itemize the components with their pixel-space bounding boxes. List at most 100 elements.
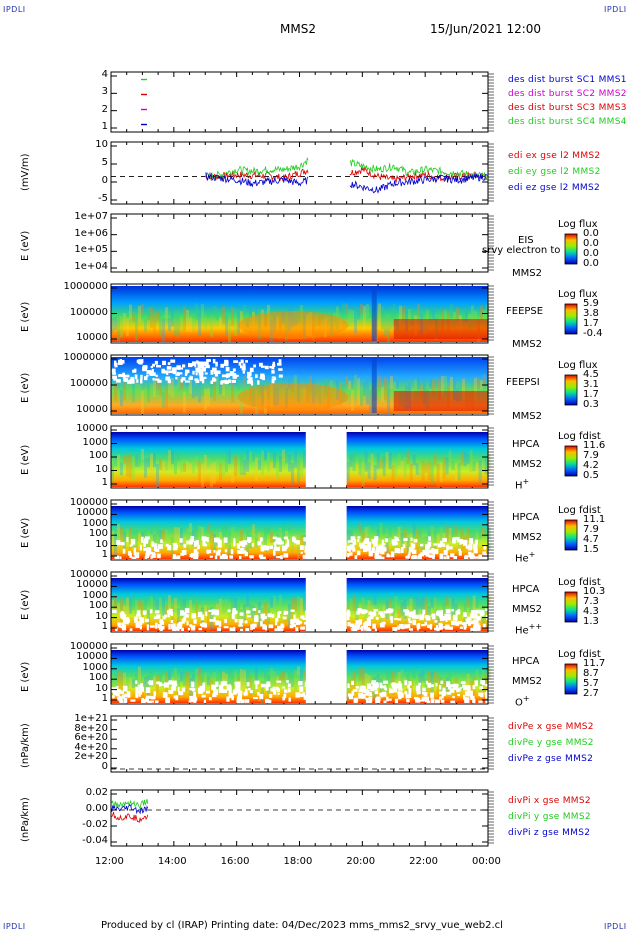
hpca_he-ytick-label: 10 bbox=[95, 538, 108, 550]
hpca_o-spectrogram-texture bbox=[355, 681, 359, 703]
hpca_o-data-gap bbox=[376, 696, 381, 702]
hpca_h-spectrogram-texture bbox=[123, 454, 126, 464]
hpca_h-spectrogram-texture bbox=[153, 453, 156, 467]
feepsi-spectrogram-texture bbox=[360, 389, 363, 407]
hpca_he-data-gap bbox=[143, 541, 146, 547]
hpca_o-side-label: HPCA bbox=[512, 656, 540, 667]
hpca_he2-data-gap bbox=[274, 628, 278, 633]
hpca_o-data-gap bbox=[237, 694, 243, 700]
feepse-spectrogram-texture bbox=[165, 307, 168, 319]
hpca_he-data-gap bbox=[283, 536, 288, 540]
hpca_he-data-gap bbox=[473, 549, 478, 554]
hpca_he-spectrogram-texture bbox=[234, 531, 237, 543]
hpca_he-data-gap bbox=[450, 553, 455, 558]
divpi-frame bbox=[110, 789, 489, 847]
hpca_o-data-gap bbox=[463, 684, 468, 691]
hpca_h-ytick-label: 10 bbox=[95, 463, 108, 475]
hpca_he2-spectrogram-texture bbox=[129, 597, 132, 614]
hpca_o-data-gap bbox=[351, 680, 354, 685]
hpca_o-data-gap bbox=[379, 692, 383, 696]
hpca_h-spectrogram-texture bbox=[276, 465, 279, 479]
hpca_he-data-gap bbox=[352, 541, 355, 546]
hpca_h-spectrogram-texture bbox=[430, 461, 434, 485]
hpca_he2-data-gap bbox=[355, 620, 361, 627]
hpca_o-data-gap bbox=[470, 695, 475, 700]
hpca_he2-data-gap bbox=[459, 626, 464, 629]
hpca_he2-ytick-label: 10000 bbox=[76, 579, 108, 591]
hpca_h-spectrogram-texture bbox=[156, 463, 159, 487]
feepsi-spectrogram-texture bbox=[141, 390, 144, 414]
hpca_he2-data-gap bbox=[363, 626, 369, 631]
feepsi-spectrogram-texture bbox=[429, 379, 432, 389]
hpca_o-spectrogram-texture bbox=[222, 671, 225, 686]
hpca_he2-data-gap bbox=[463, 622, 466, 627]
hpca_he-data-gap bbox=[217, 542, 222, 548]
feepse-spectrogram-texture bbox=[465, 311, 468, 322]
divpi-series-1 bbox=[110, 798, 149, 811]
feepse-spectrogram-texture bbox=[480, 305, 483, 321]
feepsi-data-gap bbox=[155, 374, 158, 377]
hpca_h-ytick-label: 1 bbox=[101, 477, 108, 488]
hpca_he2-data-gap bbox=[142, 612, 146, 615]
hpca_o-colorbar-title: Log fdist bbox=[558, 649, 601, 660]
hpca_he-spectrogram-texture bbox=[129, 526, 132, 550]
feepsi-data-gap bbox=[205, 364, 210, 369]
hpca_o-data-gap bbox=[413, 696, 419, 700]
hpca_o-data-gap bbox=[371, 682, 375, 685]
hpca_he2-data-gap bbox=[209, 618, 214, 622]
hpca_he-data-gap bbox=[468, 544, 473, 549]
divpe-legend-entry: divPe y gse MMS2 bbox=[508, 738, 594, 748]
hpca_he-data-gap bbox=[190, 536, 195, 542]
hpca_h-spectrogram-texture bbox=[201, 463, 204, 487]
hpca_h-spectrogram-texture bbox=[439, 462, 443, 483]
hpca_he-spectrogram-texture bbox=[270, 532, 273, 544]
hpca_o-spectrogram-texture bbox=[367, 674, 371, 687]
feepse-spectrogram-texture bbox=[204, 317, 207, 330]
hpca_he-data-gap bbox=[380, 556, 385, 562]
hpca_h-spectrogram-texture bbox=[111, 463, 114, 486]
hpca_o-data-gap bbox=[439, 691, 443, 695]
hpca_he-data-gap bbox=[382, 543, 386, 546]
hpca_he-spectrogram-texture bbox=[367, 526, 371, 539]
feepsi-data-gap bbox=[232, 368, 236, 372]
hpca_he-data-gap bbox=[202, 543, 208, 547]
hpca_he2-spectrogram-texture bbox=[270, 597, 273, 608]
hpca_he-data-gap bbox=[217, 549, 222, 552]
hpca_o-data-gap bbox=[120, 690, 124, 695]
feepsi-spectrogram-texture bbox=[138, 384, 141, 400]
feepsi-data-gap bbox=[170, 359, 176, 363]
hpca_o-data-gap bbox=[226, 686, 231, 691]
hpca_h-spectrogram-texture bbox=[400, 460, 404, 478]
hpca_he-data-gap bbox=[116, 540, 121, 546]
feepsi-spectrogram-texture bbox=[435, 376, 438, 388]
hpca_he-data-gap bbox=[259, 537, 263, 542]
hpca_he2-data-gap bbox=[479, 611, 484, 617]
hpca_he-spectrogram-texture bbox=[403, 529, 407, 541]
feepsi-ytick-label: 1000000 bbox=[63, 352, 108, 363]
hpca_o-spectrogram-texture bbox=[252, 677, 255, 695]
hpca_o-data-gap bbox=[175, 695, 179, 701]
hpca_he-data-gap bbox=[426, 549, 431, 554]
feepsi-data-gap bbox=[195, 372, 198, 376]
hpca_o-data-gap bbox=[238, 690, 243, 696]
hpca_he2-spectrogram-texture bbox=[427, 606, 431, 619]
hpca_o-spectrogram-texture bbox=[246, 669, 249, 689]
hpca_o-data-gap bbox=[394, 698, 399, 704]
hpca_he-data-gap bbox=[432, 556, 435, 560]
hpca_o-data-gap bbox=[115, 686, 119, 691]
hpca_o-ytick-label: 10000 bbox=[76, 651, 108, 663]
divpe-ylabel: (nPa/km) bbox=[20, 723, 31, 768]
hpca_he2-data-gap bbox=[394, 617, 398, 621]
hpca_he-colorbar bbox=[564, 519, 578, 551]
hpca_he-data-gap bbox=[153, 545, 158, 552]
hpca_o-data-gap bbox=[201, 694, 206, 698]
hpca_he-spectrogram-texture bbox=[439, 527, 443, 549]
hpca_he2-data-gap bbox=[159, 619, 164, 624]
hpca_o-data-gap bbox=[130, 699, 136, 702]
hpca_h-spectrogram-texture bbox=[475, 462, 479, 476]
hpca_o-colorbar-value: 8.7 bbox=[583, 668, 599, 679]
hpca_he2-data-gap bbox=[477, 625, 481, 631]
hpca_he2-data-gap bbox=[470, 627, 474, 632]
hpca_he-colorbar-title: Log fdist bbox=[558, 505, 601, 516]
feepsi-data-gap bbox=[155, 378, 160, 381]
